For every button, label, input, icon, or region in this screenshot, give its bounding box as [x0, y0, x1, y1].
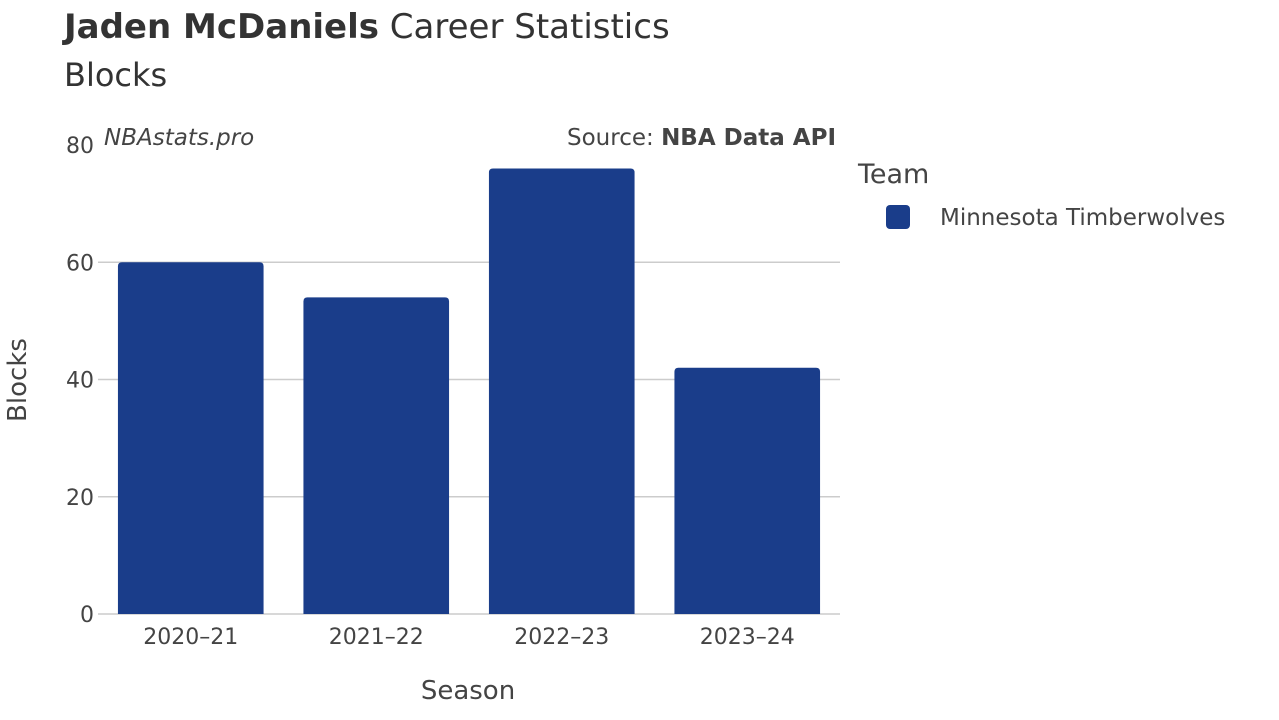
y-tick-label: 80: [66, 134, 94, 159]
y-tick-label: 0: [80, 603, 94, 628]
bar-2020–21: [117, 262, 264, 614]
chart-subtitle: Blocks: [64, 56, 167, 94]
source-name: NBA Data API: [661, 125, 836, 151]
source-label: Source:: [567, 125, 661, 151]
legend-entry-label: Minnesota Timberwolves: [940, 205, 1225, 231]
title-player-name: Jaden McDaniels: [62, 7, 379, 47]
chart-title: Jaden McDaniels Career Statistics: [62, 7, 670, 47]
y-tick-label: 40: [66, 369, 94, 394]
legend-title: Team: [857, 159, 929, 190]
legend-swatch: [886, 205, 910, 229]
y-axis-ticks: 0 20 40 60 80: [66, 134, 94, 628]
title-rest: Career Statistics: [379, 7, 670, 47]
x-tick-label: 2020–21: [143, 625, 238, 650]
x-tick-label: 2023–24: [700, 625, 795, 650]
watermark: NBAstats.pro: [104, 125, 254, 151]
x-axis-title: Season: [421, 676, 515, 706]
y-axis-title: Blocks: [3, 338, 33, 422]
bar-2023–24: [674, 367, 821, 614]
x-tick-label: 2021–22: [329, 625, 424, 650]
y-tick-label: 60: [66, 251, 94, 276]
legend: Team Minnesota Timberwolves: [857, 159, 1225, 231]
x-tick-label: 2022–23: [514, 625, 609, 650]
bar-2022–23: [488, 168, 635, 614]
bar-2021–22: [303, 297, 450, 614]
x-axis-ticks: 2020–21 2021–22 2022–23 2023–24: [143, 625, 794, 650]
source-note: Source: NBA Data API: [567, 125, 836, 151]
y-tick-label: 20: [66, 486, 94, 511]
bars: [117, 168, 821, 614]
